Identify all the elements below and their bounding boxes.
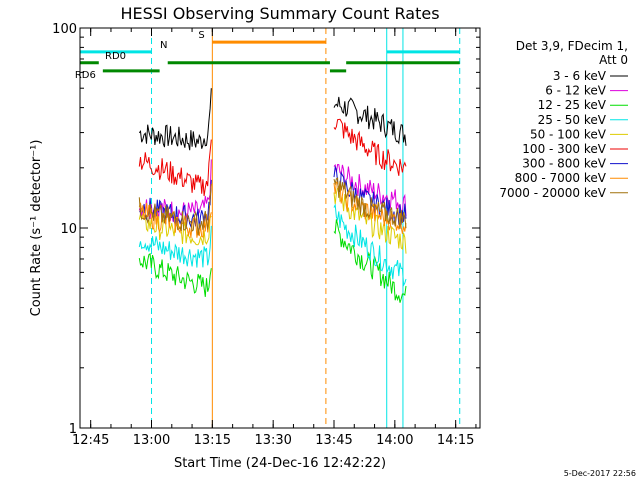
x-tick-label-13-15: 13:15 [194,433,231,448]
x-axis: 12:45 13:00 13:15 13:30 13:45 14:00 14:15 [72,28,477,448]
legend-label-800-7000-kev: 800 - 7000 keV [515,171,607,185]
series-25-50-kev-segment-2 [333,202,407,288]
legend-label-7000-20000-kev: 7000 - 20000 keV [499,186,606,200]
legend-label-6-12-kev: 6 - 12 keV [545,84,607,98]
legend-label-3-6-kev: 3 - 6 keV [553,69,607,83]
legend-label-100-300-kev: 100 - 300 keV [522,142,606,156]
legend-label-25-50-kev: 25 - 50 keV [538,113,607,127]
x-tick-label-13-00: 13:00 [133,433,170,448]
plot-frame [79,27,481,429]
series-12-25-kev-segment-1 [138,252,212,297]
legend-label-50-100-kev: 50 - 100 keV [530,127,607,141]
legend-header-line-2: Att 0 [599,53,628,67]
series-7000-20000-kev-segment-2 [333,177,407,229]
series-800-7000-kev-segment-1 [138,202,212,238]
series-50-100-kev-segment-2 [333,185,407,254]
y-tick-label-10: 10 [60,222,77,237]
y-tick-label-1: 1 [69,422,77,437]
state-label-n: N [160,40,167,51]
series-3-6-kev-segment-2 [333,96,407,146]
series-7000-20000-kev-segment-1 [138,183,212,236]
series-100-300-kev-segment-2 [333,118,407,176]
x-tick-label-13-45: 13:45 [315,433,352,448]
series-3-6-kev-segment-1 [138,88,212,151]
state-label-s: S [198,30,204,41]
state-label-rd0: RD0 [105,51,126,62]
legend-label-12-25-kev: 12 - 25 keV [538,98,607,112]
legend-label-300-800-kev: 300 - 800 keV [522,157,606,171]
x-axis-label: Start Time (24-Dec-16 12:42:22) [174,456,386,471]
series-100-300-kev-segment-1 [138,139,212,197]
y-tick-label-100: 100 [52,22,77,37]
x-tick-label-14-00: 14:00 [376,433,413,448]
footer-timestamp: 5-Dec-2017 22:56 [564,469,636,478]
x-tick-label-14-15: 14:15 [437,433,474,448]
series-6-12-kev-segment-2 [333,163,407,217]
state-label-rd6: RD6 [75,70,96,81]
y-axis: 1 10 100 [52,22,480,437]
legend-header-line-1: Det 3,9, FDecim 1, [516,39,628,53]
series-12-25-kev-segment-2 [333,219,407,303]
x-tick-label-13-30: 13:30 [254,433,291,448]
chart-title: HESSI Observing Summary Count Rates [120,4,439,23]
x-tick-label-12-45: 12:45 [72,433,109,448]
series-300-800-kev-segment-2 [333,165,407,226]
plot-area: N S RD0 RD6 [75,28,461,428]
y-axis-label: Count Rate (s⁻¹ detector⁻¹) [29,140,44,317]
series-25-50-kev-segment-1 [138,225,212,268]
